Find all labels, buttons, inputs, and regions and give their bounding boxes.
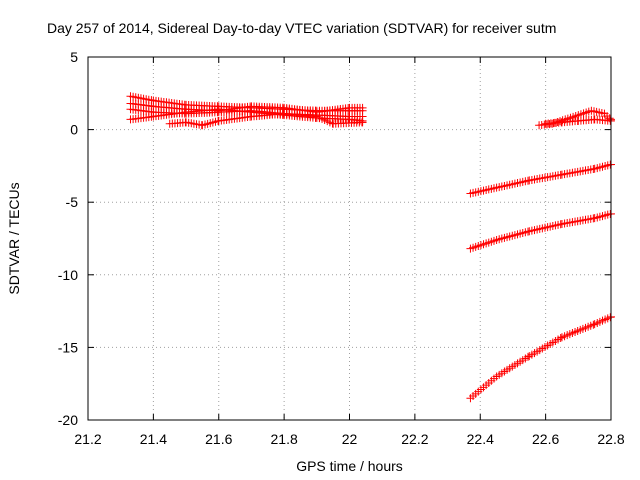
y-tick-label: 5 xyxy=(70,49,78,65)
series-sat-j xyxy=(466,312,615,403)
y-tick-label: -20 xyxy=(58,412,78,428)
x-tick-label: 22 xyxy=(342,431,358,447)
series-sat-e xyxy=(165,109,367,130)
y-tick-label: 0 xyxy=(70,122,78,138)
data-point xyxy=(358,118,367,127)
x-tick-label: 22.4 xyxy=(467,431,494,447)
x-tick-label: 22.6 xyxy=(532,431,559,447)
data-point xyxy=(589,320,598,329)
y-tick-label: -15 xyxy=(58,339,78,355)
series-sat-h xyxy=(466,160,615,198)
chart-title: Day 257 of 2014, Sidereal Day-to-day VTE… xyxy=(47,20,556,36)
x-tick-label: 21.8 xyxy=(271,431,298,447)
y-axis-label: SDTVAR / TECUs xyxy=(6,182,22,294)
x-tick-label: 21.4 xyxy=(140,431,167,447)
y-tick-label: -5 xyxy=(66,194,79,210)
x-axis-label: GPS time / hours xyxy=(296,458,403,474)
x-tick-label: 21.6 xyxy=(205,431,232,447)
data-point xyxy=(358,103,367,112)
data-markers xyxy=(126,92,615,403)
series-sat-g xyxy=(541,115,615,128)
x-tick-label: 22.2 xyxy=(401,431,428,447)
x-tick-label: 21.2 xyxy=(74,431,101,447)
data-point xyxy=(556,333,565,342)
series-sat-i xyxy=(466,209,615,253)
y-tick-label: -10 xyxy=(58,267,78,283)
axis-ticks: 21.2 21.4 21.6 21.8 22 22.2 22.4 22.6 22.8 5 0 -5 -1… xyxy=(58,49,625,447)
x-tick-label: 22.8 xyxy=(597,431,624,447)
